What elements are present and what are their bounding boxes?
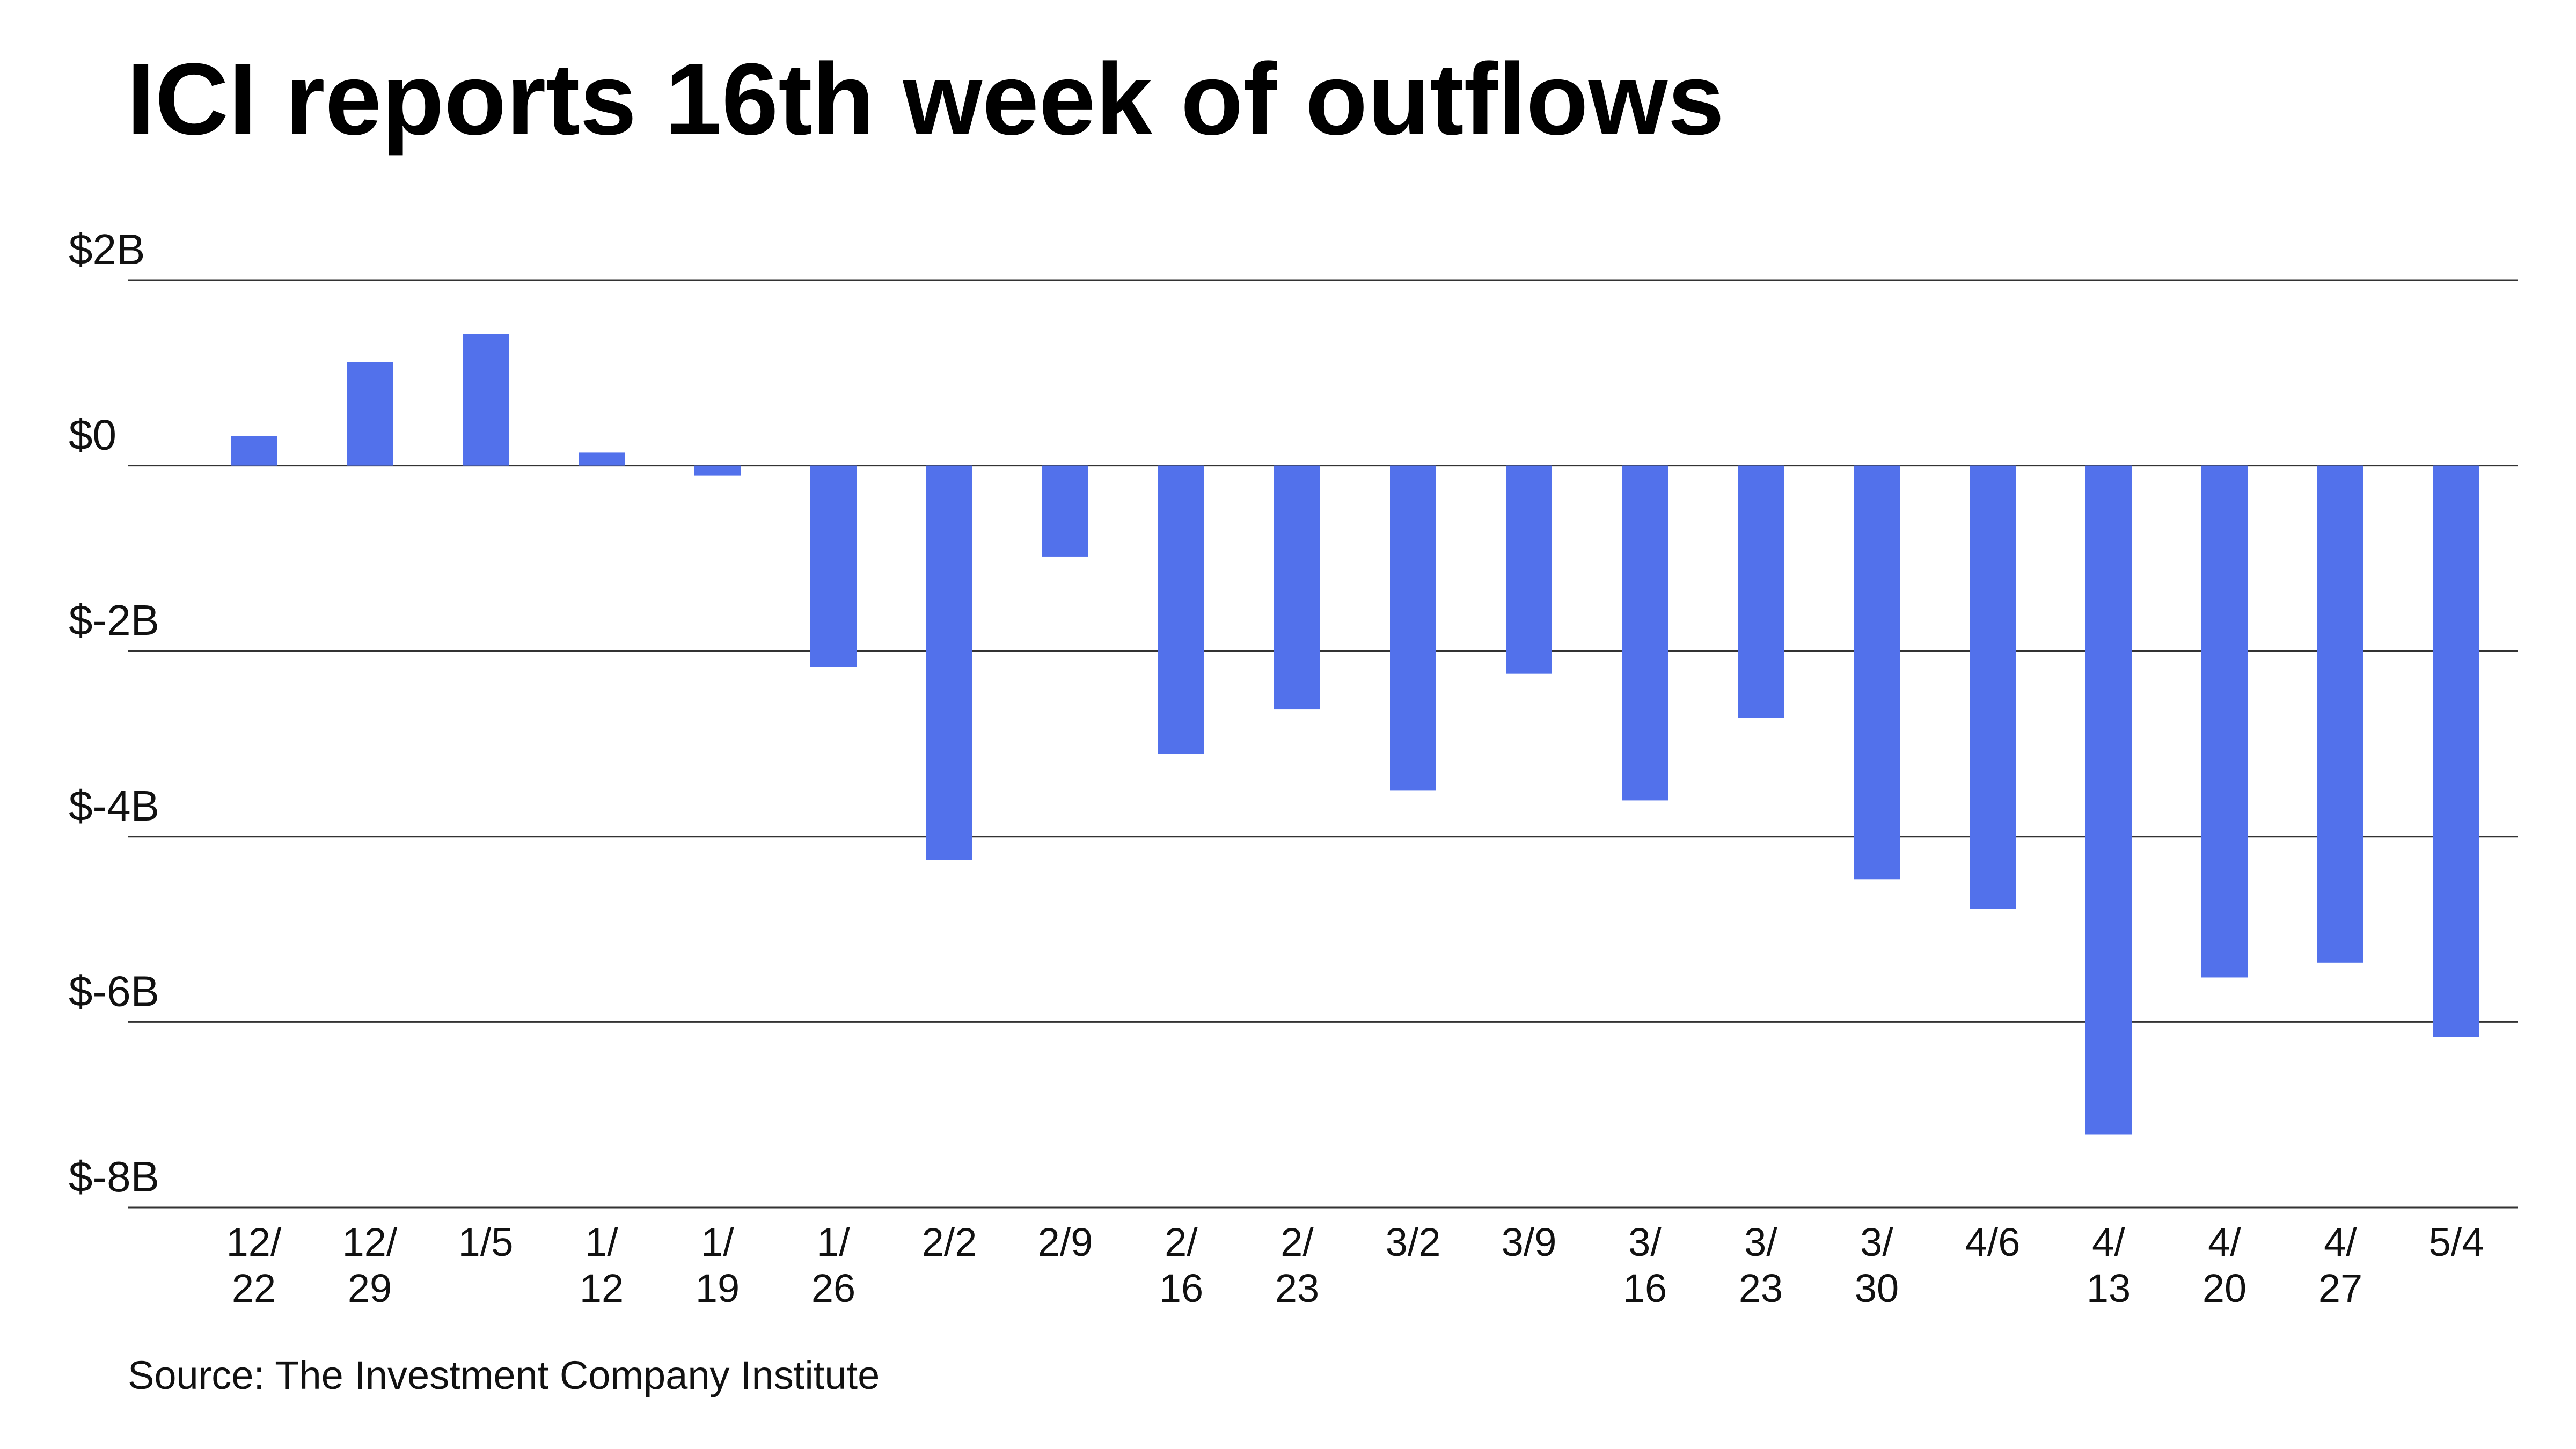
bar: [926, 465, 972, 860]
x-tick-label: 1/26: [811, 1220, 855, 1311]
x-tick-label-line: 4/: [2208, 1220, 2241, 1264]
x-tick-label: 1/19: [696, 1220, 740, 1311]
x-tick-label: 1/12: [580, 1220, 624, 1311]
x-tick-label: 2/16: [1159, 1220, 1203, 1311]
x-tick-label: 2/23: [1275, 1220, 1319, 1311]
x-tick-label-line: 12: [580, 1266, 624, 1311]
x-tick-label-line: 20: [2202, 1266, 2246, 1311]
x-tick-label: 4/6: [1965, 1220, 2021, 1264]
bar: [2085, 465, 2132, 1135]
bar: [1854, 465, 1900, 880]
x-tick-label-line: 3/: [1744, 1220, 1777, 1264]
x-tick-label-line: 29: [348, 1266, 392, 1311]
x-tick-label: 1/5: [458, 1220, 514, 1264]
bar: [1042, 465, 1088, 557]
x-tick-label-line: 13: [2087, 1266, 2131, 1311]
bar: [463, 334, 509, 466]
chart-title: ICI reports 16th week of outflows: [127, 42, 1724, 156]
x-tick-label-line: 1/: [817, 1220, 850, 1264]
x-tick-label: 3/23: [1739, 1220, 1783, 1311]
x-tick-label-line: 23: [1275, 1266, 1319, 1311]
y-tick-label: $-4B: [69, 782, 159, 830]
x-tick-label: 4/20: [2202, 1220, 2246, 1311]
bar: [231, 436, 277, 466]
y-tick-label: $-2B: [69, 596, 159, 644]
x-tick-label: 3/16: [1623, 1220, 1667, 1311]
x-tick-label: 2/9: [1038, 1220, 1093, 1264]
x-tick-label: 3/2: [1386, 1220, 1441, 1264]
x-tick-label-line: 1/: [585, 1220, 618, 1264]
x-tick-label-line: 4/: [2092, 1220, 2125, 1264]
bar: [347, 362, 393, 466]
bar: [2317, 465, 2363, 963]
bar: [1970, 465, 2016, 909]
x-tick-label-line: 12/: [342, 1220, 398, 1264]
x-tick-label: 2/2: [922, 1220, 977, 1264]
y-tick-label: $-6B: [69, 967, 159, 1015]
x-tick-label-line: 16: [1623, 1266, 1667, 1311]
bar: [2433, 465, 2479, 1037]
bar: [579, 452, 625, 466]
x-tick-label: 12/29: [342, 1220, 398, 1311]
bar: [1274, 465, 1320, 710]
bar: [694, 465, 741, 476]
x-tick-label-line: 1/: [701, 1220, 734, 1264]
bar: [1158, 465, 1204, 755]
x-tick-label-line: 30: [1855, 1266, 1899, 1311]
y-tick-label: $-8B: [69, 1153, 159, 1201]
x-tick-label-line: 2/: [1280, 1220, 1314, 1264]
bar: [2201, 465, 2248, 978]
x-tick-label-line: 3/: [1628, 1220, 1662, 1264]
y-tick-label: $2B: [69, 225, 145, 273]
source-note: Source: The Investment Company Institute: [128, 1353, 880, 1397]
x-tick-label: 4/27: [2318, 1220, 2362, 1311]
bar: [1390, 465, 1436, 791]
bar: [1622, 465, 1668, 801]
x-tick-label-line: 4/: [2324, 1220, 2357, 1264]
x-tick-label: 3/9: [1502, 1220, 1557, 1264]
bar: [1506, 465, 1552, 674]
x-tick-label-line: 3/: [1860, 1220, 1893, 1264]
x-tick-label-line: 23: [1739, 1266, 1783, 1311]
x-tick-label-line: 22: [232, 1266, 276, 1311]
x-tick-label-line: 27: [2318, 1266, 2362, 1311]
x-tick-label-line: 19: [696, 1266, 740, 1311]
x-tick-label: 12/22: [226, 1220, 282, 1311]
y-tick-label: $0: [69, 411, 116, 459]
x-tick-label: 5/4: [2429, 1220, 2484, 1264]
x-tick-label-line: 16: [1159, 1266, 1203, 1311]
x-tick-label-line: 2/: [1165, 1220, 1198, 1264]
bar: [1738, 465, 1784, 718]
x-tick-label-line: 26: [811, 1266, 855, 1311]
x-tick-label: 4/13: [2087, 1220, 2131, 1311]
bar: [810, 465, 857, 667]
x-tick-label-line: 12/: [226, 1220, 282, 1264]
x-tick-label: 3/30: [1855, 1220, 1899, 1311]
